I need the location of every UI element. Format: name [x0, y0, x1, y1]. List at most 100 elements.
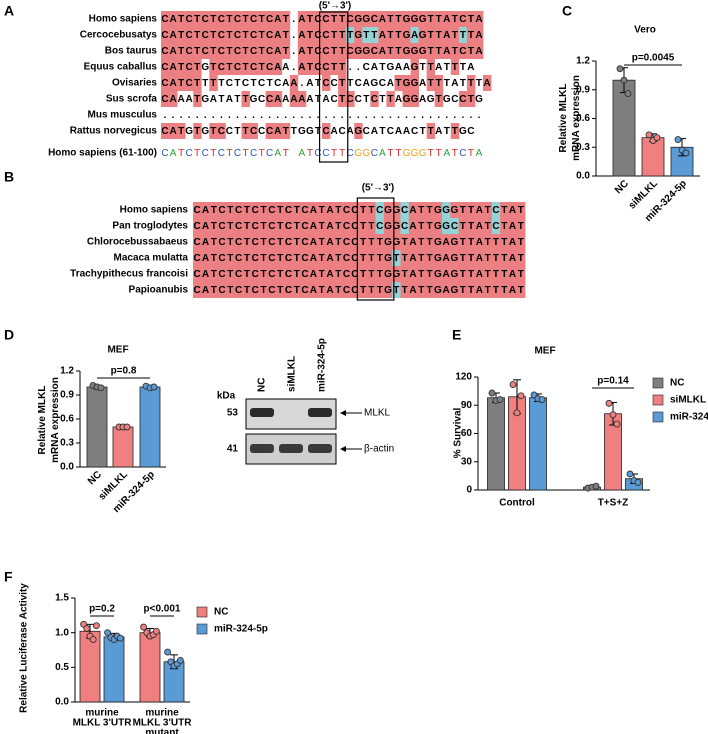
- species-name: Papioanubis: [129, 285, 189, 296]
- base-highlight: [193, 27, 202, 43]
- base: A: [202, 205, 209, 216]
- base: .: [397, 110, 400, 121]
- base: T: [395, 14, 401, 25]
- chart-title: MEF: [534, 346, 555, 357]
- base-highlight: [450, 202, 459, 218]
- y-tick-label: 0: [466, 485, 472, 496]
- base-highlight: [305, 59, 315, 75]
- base: T: [518, 253, 524, 264]
- base-highlight: [325, 250, 335, 266]
- base: C: [339, 126, 346, 137]
- base: G: [354, 14, 362, 25]
- base: C: [351, 205, 358, 216]
- base-highlight: [325, 202, 335, 218]
- base: T: [259, 148, 265, 159]
- base: C: [266, 14, 273, 25]
- base-highlight: [217, 59, 226, 75]
- base: C: [314, 148, 321, 159]
- base-highlight: [400, 234, 410, 250]
- base: G: [451, 253, 459, 264]
- base: T: [377, 269, 383, 280]
- arrow-head: [340, 446, 346, 452]
- base: T: [283, 126, 289, 137]
- sequence: CATCTCTCTCTCTCAT. ATCCT TCGGCAT TGGGT TATCTA: [161, 46, 482, 57]
- base: C: [322, 148, 329, 159]
- base-highlight: [209, 11, 218, 27]
- base-highlight: [313, 59, 323, 75]
- base-highlight: [354, 123, 363, 139]
- base: A: [274, 148, 281, 159]
- base: C: [218, 148, 225, 159]
- base: T: [194, 46, 200, 57]
- base: T: [178, 62, 184, 73]
- base: A: [274, 94, 281, 105]
- base-highlight: [362, 11, 371, 27]
- base: T: [468, 94, 474, 105]
- base: C: [218, 62, 225, 73]
- base: T: [485, 253, 491, 264]
- base: T: [178, 30, 184, 41]
- base: C: [322, 14, 329, 25]
- base: T: [360, 221, 366, 232]
- data-point: [116, 634, 124, 642]
- data-point: [509, 381, 517, 388]
- base-highlight: [193, 75, 202, 91]
- base: T: [387, 148, 393, 159]
- base-highlight: [305, 27, 315, 43]
- sequence: CATCT T T TCTCTCTCAA. ATCCT TCAGCATGGAT T TAT T T…: [161, 78, 490, 89]
- base: .: [188, 110, 191, 121]
- base-highlight: [458, 27, 468, 43]
- base-highlight: [408, 250, 418, 266]
- base: A: [411, 30, 418, 41]
- base-highlight: [209, 234, 219, 250]
- base: G: [392, 269, 400, 280]
- base-highlight: [367, 250, 376, 266]
- y-tick-label: 30: [461, 456, 473, 467]
- x-tick-label: murine: [145, 708, 179, 719]
- base: T: [418, 253, 424, 264]
- base: A: [290, 94, 297, 105]
- base-highlight: [386, 91, 395, 107]
- base-highlight: [297, 59, 307, 75]
- base-highlight: [265, 123, 275, 139]
- base-highlight: [418, 27, 428, 43]
- base-highlight: [161, 43, 170, 59]
- base: G: [442, 205, 450, 216]
- base: T: [402, 237, 408, 248]
- base: C: [301, 205, 308, 216]
- base: C: [343, 221, 350, 232]
- base-highlight: [392, 202, 401, 218]
- base: T: [335, 205, 341, 216]
- base: C: [330, 94, 337, 105]
- base: A: [379, 148, 386, 159]
- base: A: [310, 205, 317, 216]
- p-value: p=0.8: [111, 366, 137, 377]
- base-highlight: [249, 11, 258, 27]
- base: T: [360, 269, 366, 280]
- base: C: [301, 253, 308, 264]
- base-highlight: [217, 43, 226, 59]
- base-highlight: [267, 234, 277, 250]
- base: A: [451, 78, 458, 89]
- base: C: [347, 46, 354, 57]
- base-highlight: [201, 234, 210, 250]
- base: T: [436, 30, 442, 41]
- base-highlight: [442, 218, 451, 234]
- base-highlight: [242, 234, 252, 250]
- bar: [112, 426, 134, 468]
- base: T: [291, 126, 297, 137]
- base: T: [501, 237, 507, 248]
- base: T: [501, 253, 507, 264]
- base: C: [301, 285, 308, 296]
- data-point: [674, 136, 682, 144]
- base: T: [387, 14, 393, 25]
- base: A: [475, 46, 482, 57]
- species-name: Pan troglodytes: [112, 221, 188, 232]
- base-highlight: [466, 282, 476, 298]
- base-highlight: [251, 202, 260, 218]
- base: T: [468, 46, 474, 57]
- base-highlight: [500, 250, 509, 266]
- base: G: [387, 62, 395, 73]
- base: T: [319, 205, 325, 216]
- bar: [79, 630, 101, 703]
